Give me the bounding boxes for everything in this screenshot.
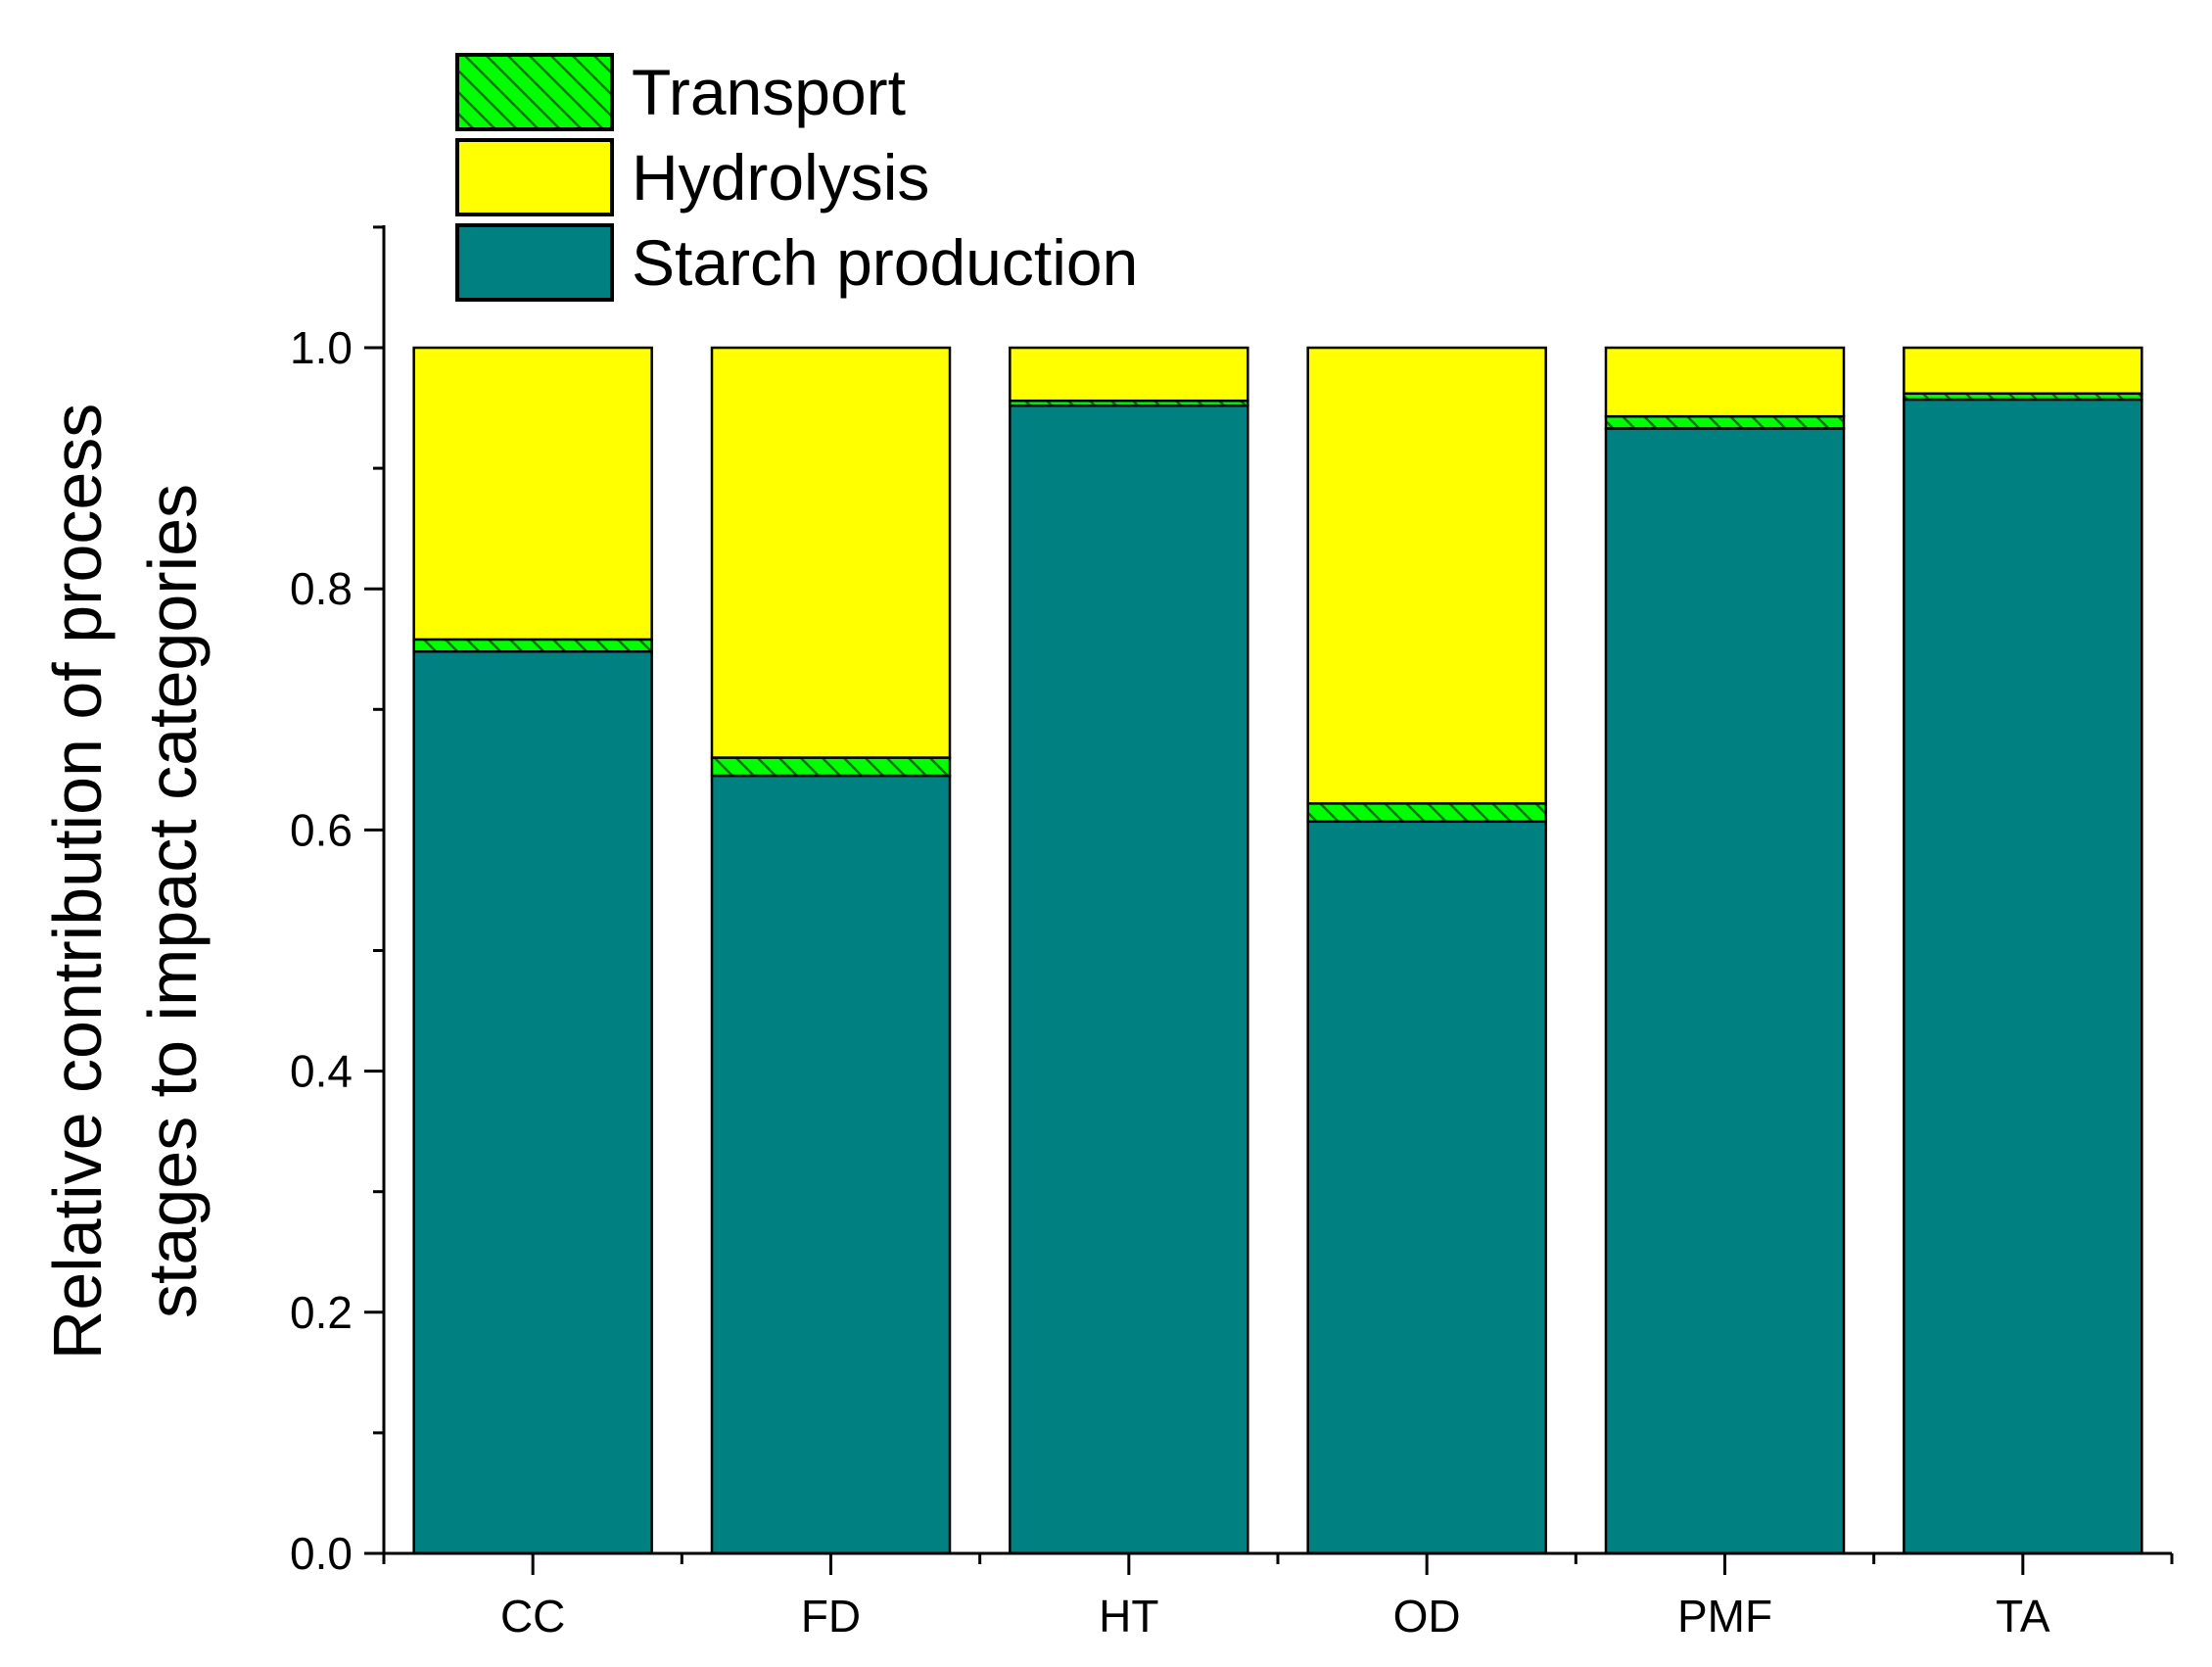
- x-tick-label-ht: HT: [1099, 1591, 1158, 1642]
- x-tick-label-od: OD: [1393, 1591, 1461, 1642]
- y-tick-label: 0.0: [290, 1528, 353, 1579]
- bar-od-starch-production: [1306, 820, 1547, 1555]
- y-axis-title-line-2: stages to impact categories: [134, 484, 211, 1318]
- x-tick-label-fd: FD: [801, 1591, 861, 1642]
- y-tick-label: 0.2: [290, 1287, 353, 1338]
- bar-od-transport: [1306, 802, 1547, 824]
- legend-label-starch-production: Starch production: [632, 226, 1138, 299]
- y-axis-title: Relative contribution of process stages …: [39, 404, 211, 1360]
- y-tick-label: 0.8: [290, 563, 353, 614]
- legend: Transport Hydrolysis Starch production: [455, 53, 1138, 302]
- bar-fd-starch-production: [710, 774, 952, 1555]
- x-tick-label-pmf: PMF: [1677, 1591, 1772, 1642]
- bars-group: [412, 346, 2143, 1555]
- bar-pmf-transport: [1604, 414, 1846, 430]
- bar-cc-transport: [412, 638, 653, 653]
- bar-cc-starch-production: [412, 649, 653, 1555]
- bar-fd-hydrolysis: [710, 346, 952, 759]
- bar-ht-starch-production: [1009, 404, 1249, 1555]
- y-tick-label: 0.6: [290, 804, 353, 855]
- bar-cc-hydrolysis: [412, 346, 653, 642]
- bar-pmf-starch-production: [1604, 427, 1846, 1555]
- x-tick-label-cc: CC: [500, 1591, 565, 1642]
- legend-swatch-transport: [455, 53, 614, 131]
- y-tick-label: 0.4: [290, 1046, 353, 1097]
- y-tick-labels: 0.0 0.2 0.4 0.6 0.8 1.0: [290, 322, 353, 1579]
- bar-ta-starch-production: [1903, 398, 2143, 1555]
- legend-swatch-starch-production: [455, 223, 614, 302]
- x-tick-label-ta: TA: [1996, 1591, 2050, 1642]
- bar-ht-hydrolysis: [1009, 346, 1249, 403]
- bar-ta-hydrolysis: [1903, 346, 2143, 396]
- x-tick-labels: CC FD HT OD PMF TA: [500, 1591, 2050, 1642]
- axes-group: [364, 225, 2174, 1575]
- legend-label-transport: Transport: [632, 56, 906, 128]
- bar-fd-transport: [710, 756, 952, 778]
- y-axis-title-line-1: Relative contribution of process: [39, 404, 116, 1360]
- bar-od-hydrolysis: [1306, 346, 1547, 805]
- bar-pmf-hydrolysis: [1604, 346, 1846, 418]
- y-tick-label: 1.0: [290, 322, 353, 373]
- legend-swatch-hydrolysis: [455, 138, 614, 216]
- legend-label-hydrolysis: Hydrolysis: [632, 141, 929, 214]
